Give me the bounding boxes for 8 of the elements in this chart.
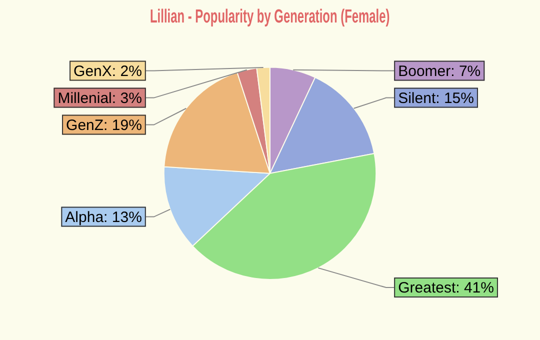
chart-title: Lillian - Popularity by Generation (Female) [150, 7, 390, 28]
slice-label: GenZ: 19% [66, 116, 142, 134]
slice-label: Greatest: 41% [398, 280, 494, 297]
slice-label: Silent: 15% [398, 90, 474, 107]
slice-label: Millenial: 3% [58, 90, 142, 107]
slice-label: Boomer: 7% [398, 62, 481, 80]
slice-label: Alpha: 13% [65, 208, 142, 226]
slice-label: GenX: 2% [74, 62, 142, 80]
